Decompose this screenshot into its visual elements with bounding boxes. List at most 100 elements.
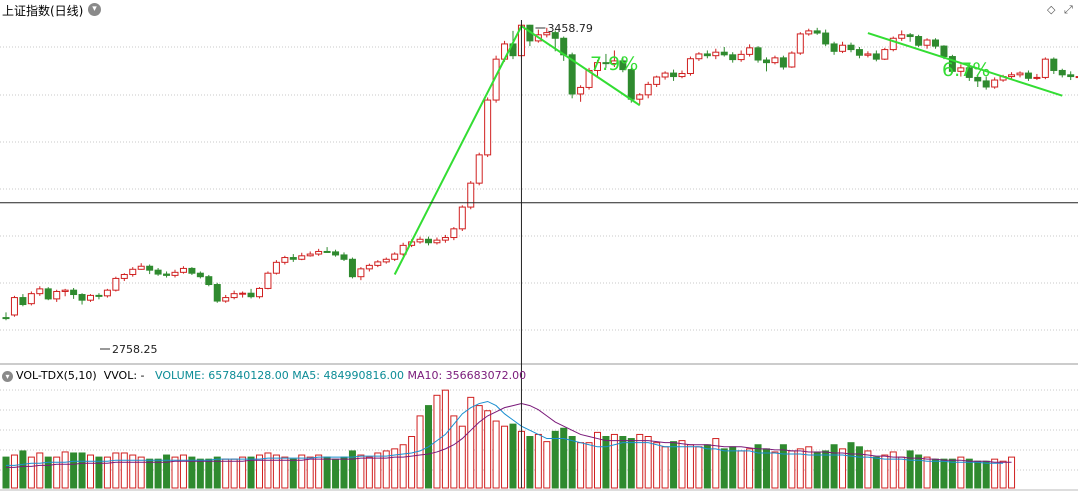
- volume-bar: [796, 448, 804, 489]
- volume-bar: [19, 450, 27, 489]
- volume-bar: [703, 444, 711, 489]
- chevron-down-icon[interactable]: ▾: [88, 3, 101, 16]
- chevron-down-icon[interactable]: ▾: [2, 370, 13, 382]
- candle-body: [923, 39, 931, 46]
- candle-body: [788, 52, 796, 68]
- candle-body: [112, 277, 120, 291]
- candle-body: [864, 53, 872, 56]
- volume-bar: [230, 458, 238, 489]
- volume-bar: [737, 450, 745, 489]
- candle-body: [416, 238, 424, 243]
- candle-body: [36, 288, 44, 295]
- candle-body: [163, 273, 171, 276]
- candle-body: [357, 268, 365, 278]
- volume-bar: [729, 446, 737, 489]
- volume-bar: [602, 436, 610, 489]
- candle-body: [450, 228, 458, 239]
- candle-body: [19, 297, 27, 306]
- candle-body: [577, 86, 585, 95]
- volume-bar: [120, 452, 128, 489]
- candle-body: [661, 72, 669, 78]
- candle-body: [289, 257, 297, 260]
- volume-bar: [281, 456, 289, 489]
- volume-bar: [965, 458, 973, 489]
- volume-bar: [492, 420, 500, 489]
- volume-bar: [213, 456, 221, 489]
- volume-bar: [272, 454, 280, 489]
- candle-body: [991, 79, 999, 88]
- candle-body: [610, 60, 618, 65]
- ma5-value: MA5: 484990816.00: [292, 369, 404, 382]
- volume-bar: [433, 394, 441, 489]
- volume-bar: [1008, 456, 1016, 489]
- volume-bar: [534, 433, 542, 489]
- high-price-label: 3458.79: [547, 22, 593, 35]
- candle-body: [703, 53, 711, 57]
- volume-bar: [686, 444, 694, 489]
- volume-bar: [137, 456, 145, 489]
- volume-bar: [374, 452, 382, 489]
- volume-bar: [458, 425, 466, 489]
- volume-bar: [348, 450, 356, 489]
- candle-body: [70, 289, 78, 296]
- volume-bar: [636, 433, 644, 489]
- volume-bar: [864, 450, 872, 489]
- volume-bar: [543, 441, 551, 489]
- volume-bar: [78, 452, 86, 489]
- volume-bar: [222, 458, 230, 489]
- diamond-icon[interactable]: ◇: [1047, 3, 1056, 16]
- candle-body: [306, 253, 314, 257]
- candle-body: [686, 58, 694, 75]
- candle-body: [1075, 76, 1078, 79]
- candle-body: [805, 30, 813, 35]
- volume-bar: [44, 456, 52, 489]
- ma10-value: MA10: 356683072.00: [407, 369, 527, 382]
- candle-body: [78, 294, 86, 301]
- candle-body: [458, 206, 466, 230]
- volume-bar: [957, 456, 965, 489]
- volume-bar: [2, 456, 10, 489]
- candle-body: [915, 36, 923, 46]
- volume-bar: [53, 456, 61, 489]
- candle-body: [298, 255, 306, 260]
- volume-bar: [154, 458, 162, 489]
- candle-body: [441, 237, 449, 241]
- candle-body: [222, 297, 230, 302]
- candle-body: [965, 67, 973, 78]
- candle-body: [247, 292, 255, 298]
- candle-body: [61, 289, 69, 292]
- candle-body: [594, 62, 601, 71]
- volume-bar: [627, 438, 635, 489]
- volume-bar: [467, 396, 475, 489]
- volume-bar: [771, 451, 779, 489]
- candle-body: [2, 317, 10, 320]
- volume-bar: [87, 454, 94, 489]
- volume-bar: [805, 446, 813, 489]
- candle-body: [44, 288, 52, 300]
- volume-bar: [171, 456, 179, 489]
- volume-bar: [315, 454, 323, 489]
- volume-bar: [27, 456, 35, 489]
- pct-label-2: 6.7%: [942, 59, 990, 81]
- volume-bar: [179, 454, 187, 489]
- volume-bar: [898, 456, 906, 489]
- candle-body: [95, 294, 103, 297]
- volume-header: ▾ VOL-TDX(5,10) VVOL: - VOLUME: 657840128…: [2, 369, 526, 382]
- candle-body: [365, 264, 373, 270]
- candle-body: [213, 284, 221, 302]
- volume-bar: [298, 454, 306, 489]
- volume-bar: [146, 458, 154, 489]
- volume-bar: [881, 454, 889, 489]
- volume-bar: [653, 442, 661, 489]
- volume-bar: [746, 448, 754, 489]
- candle-body: [644, 83, 652, 96]
- expand-icon[interactable]: ⤢: [1064, 3, 1073, 16]
- volume-bar: [585, 442, 593, 489]
- volume-bar: [61, 451, 69, 489]
- candle-body: [27, 293, 35, 305]
- candle-body: [433, 239, 441, 244]
- trend-line: [867, 32, 1063, 97]
- volume-bar: [940, 458, 948, 489]
